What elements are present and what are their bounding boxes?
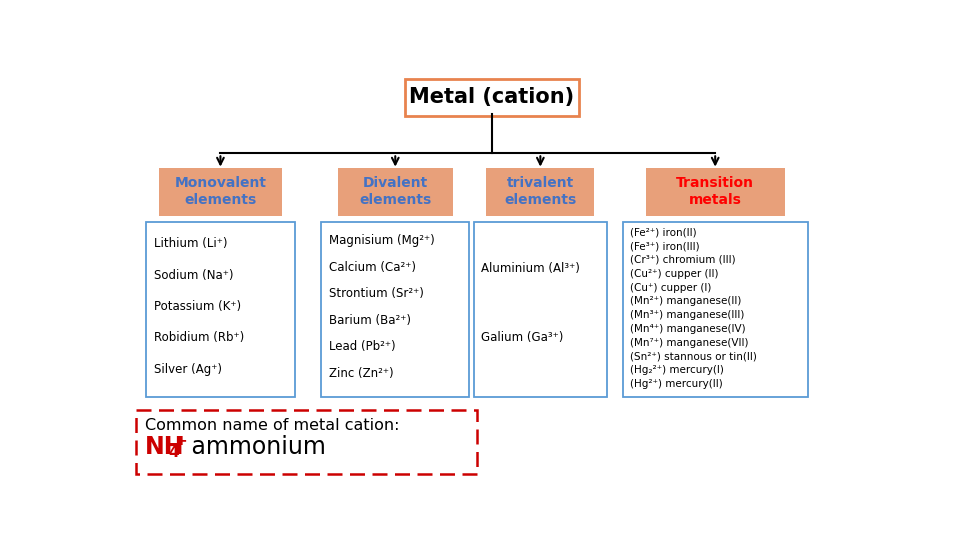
FancyBboxPatch shape bbox=[405, 79, 579, 116]
Text: (Fe²⁺) iron(II): (Fe²⁺) iron(II) bbox=[631, 227, 697, 238]
FancyBboxPatch shape bbox=[473, 222, 607, 397]
FancyBboxPatch shape bbox=[146, 222, 295, 397]
Text: NH: NH bbox=[145, 435, 184, 458]
FancyBboxPatch shape bbox=[135, 410, 476, 475]
Text: Metal (cation): Metal (cation) bbox=[409, 87, 575, 107]
FancyBboxPatch shape bbox=[158, 168, 282, 215]
FancyBboxPatch shape bbox=[622, 222, 808, 397]
Text: Divalent
elements: Divalent elements bbox=[359, 176, 431, 207]
Text: Sodium (Na⁺): Sodium (Na⁺) bbox=[155, 269, 233, 282]
Text: Aluminium (Al³⁺): Aluminium (Al³⁺) bbox=[482, 262, 581, 275]
FancyBboxPatch shape bbox=[338, 168, 453, 215]
Text: Silver (Ag⁺): Silver (Ag⁺) bbox=[155, 363, 222, 376]
Text: (Sn²⁺) stannous or tin(II): (Sn²⁺) stannous or tin(II) bbox=[631, 352, 757, 362]
Text: (Cu²⁺) cupper (II): (Cu²⁺) cupper (II) bbox=[631, 269, 719, 279]
Text: 4: 4 bbox=[168, 444, 179, 460]
Text: (Mn²⁺) manganese(II): (Mn²⁺) manganese(II) bbox=[631, 296, 742, 306]
Text: (Mn⁷⁺) manganese(VII): (Mn⁷⁺) manganese(VII) bbox=[631, 338, 749, 348]
FancyBboxPatch shape bbox=[322, 222, 469, 397]
Text: Galium (Ga³⁺): Galium (Ga³⁺) bbox=[482, 331, 564, 344]
Text: Zinc (Zn²⁺): Zinc (Zn²⁺) bbox=[329, 367, 394, 380]
Text: (Mn⁴⁺) manganese(IV): (Mn⁴⁺) manganese(IV) bbox=[631, 324, 746, 334]
Text: Lead (Pb²⁺): Lead (Pb²⁺) bbox=[329, 340, 396, 353]
Text: Potassium (K⁺): Potassium (K⁺) bbox=[155, 300, 241, 313]
Text: ammonium: ammonium bbox=[183, 435, 325, 458]
Text: Lithium (Li⁺): Lithium (Li⁺) bbox=[155, 237, 228, 251]
Text: (Fe³⁺) iron(III): (Fe³⁺) iron(III) bbox=[631, 241, 700, 251]
FancyBboxPatch shape bbox=[487, 168, 594, 215]
Text: Monovalent
elements: Monovalent elements bbox=[175, 176, 267, 207]
Text: (Hg₂²⁺) mercury(I): (Hg₂²⁺) mercury(I) bbox=[631, 366, 724, 375]
Text: Common name of metal cation:: Common name of metal cation: bbox=[145, 417, 399, 433]
Text: Calcium (Ca²⁺): Calcium (Ca²⁺) bbox=[329, 261, 416, 274]
Text: Magnisium (Mg²⁺): Magnisium (Mg²⁺) bbox=[329, 234, 435, 247]
Text: (Cr³⁺) chromium (III): (Cr³⁺) chromium (III) bbox=[631, 255, 736, 265]
Text: trivalent
elements: trivalent elements bbox=[504, 176, 577, 207]
Text: (Mn³⁺) manganese(III): (Mn³⁺) manganese(III) bbox=[631, 310, 745, 320]
Text: (Hg²⁺) mercury(II): (Hg²⁺) mercury(II) bbox=[631, 379, 723, 389]
Text: Robidium (Rb⁺): Robidium (Rb⁺) bbox=[155, 332, 245, 345]
FancyBboxPatch shape bbox=[646, 168, 784, 215]
Text: Transition
metals: Transition metals bbox=[676, 176, 755, 207]
Text: +: + bbox=[176, 434, 187, 448]
Text: (Cu⁺) cupper (I): (Cu⁺) cupper (I) bbox=[631, 282, 711, 293]
Text: Barium (Ba²⁺): Barium (Ba²⁺) bbox=[329, 314, 411, 327]
Text: Strontium (Sr²⁺): Strontium (Sr²⁺) bbox=[329, 287, 423, 300]
